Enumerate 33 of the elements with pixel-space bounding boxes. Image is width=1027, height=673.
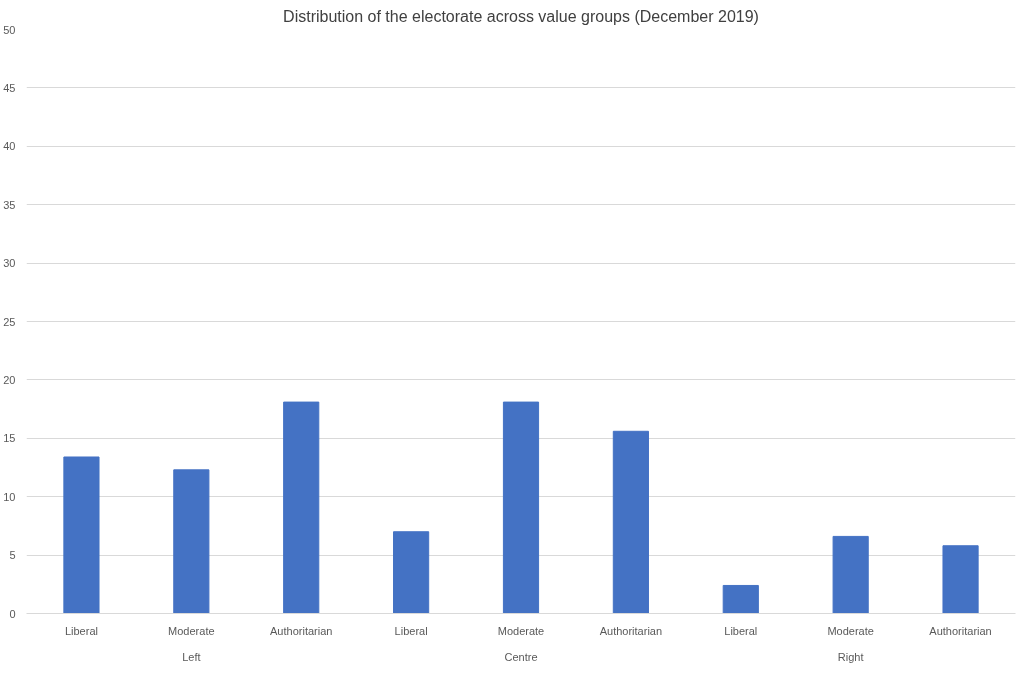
bar <box>832 535 869 614</box>
bar <box>63 456 100 614</box>
y-tick-label: 10 <box>3 490 16 503</box>
x-tick-label: Authoritarian <box>270 624 333 637</box>
y-tick-label: 45 <box>3 81 16 94</box>
x-tick-label: Authoritarian <box>929 624 992 637</box>
text: Centre <box>504 650 538 663</box>
bar <box>502 401 540 614</box>
x-tick-label: Authoritarian <box>599 624 663 637</box>
x-tick-label: Moderate <box>168 624 215 637</box>
bar <box>393 531 430 614</box>
x-tick-label: Moderate <box>497 624 545 637</box>
y-tick-label: 20 <box>3 373 16 386</box>
y-tick-label: 15 <box>3 432 16 445</box>
text: Left <box>182 650 201 663</box>
y-tick-label: 5 <box>9 549 16 562</box>
y-tick-label: 50 <box>3 23 16 36</box>
y-tick-label: 30 <box>3 257 16 270</box>
y-tick-label: 25 <box>3 315 16 328</box>
x-tick-label: Liberal <box>394 624 428 637</box>
bar <box>942 545 979 614</box>
bar <box>173 469 210 614</box>
chart-title: Distribution of the electorate across value groups (December 2019) <box>283 7 759 25</box>
bar <box>612 430 649 614</box>
y-tick-label: 0 <box>9 607 16 620</box>
x-tick-label: Liberal <box>64 624 98 637</box>
x-tick-label: Moderate <box>827 624 874 637</box>
text: Right <box>837 650 864 663</box>
bar <box>283 401 320 614</box>
y-tick-label: 35 <box>3 198 16 211</box>
bar <box>722 584 759 614</box>
y-tick-label: 40 <box>3 140 16 153</box>
x-tick-label: Liberal <box>724 624 758 637</box>
